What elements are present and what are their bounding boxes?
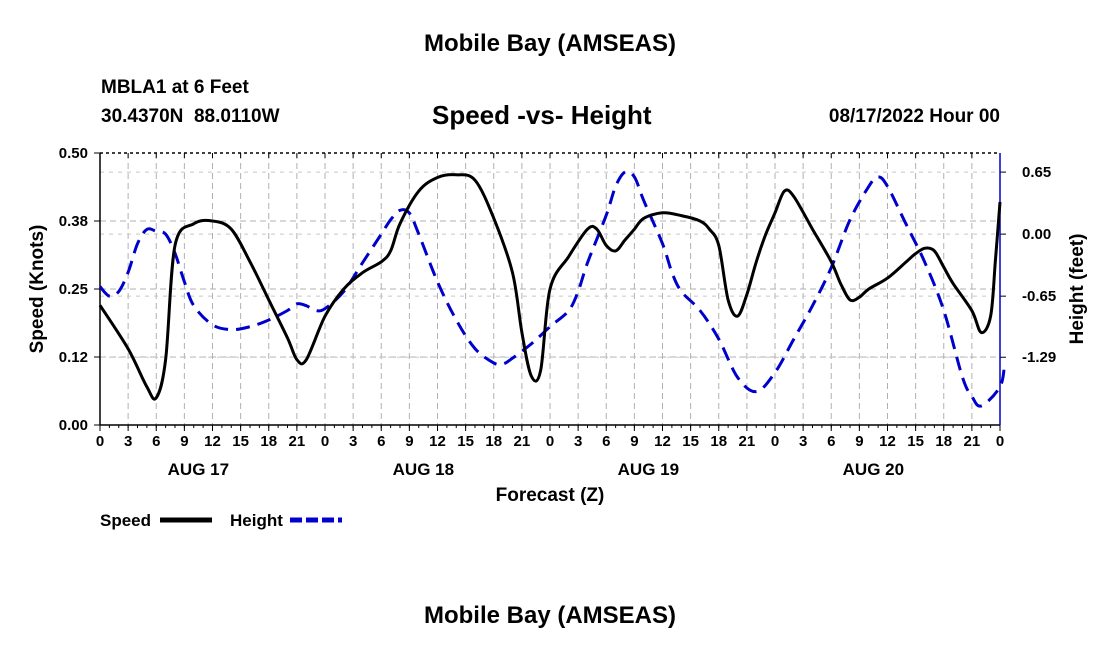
x-tick-label: 9	[855, 433, 863, 450]
station-coordinates: 30.4370N 88.0110W	[101, 106, 280, 127]
x-axis-title: Forecast (Z)	[496, 485, 605, 506]
x-tick-label: 21	[289, 433, 306, 450]
x-tick-label: 6	[377, 433, 385, 450]
x-tick-label: 3	[349, 433, 357, 450]
y-left-tick-label: 0.25	[59, 281, 88, 298]
footer-title: Mobile Bay (AMSEAS)	[423, 602, 677, 629]
x-tick-label: 9	[405, 433, 413, 450]
x-tick-label: 0	[321, 433, 329, 450]
x-tick-label: 12	[654, 433, 671, 450]
x-tick-label: 21	[739, 433, 756, 450]
grid-layer	[100, 153, 1000, 425]
legend-label-height: Height	[230, 511, 283, 530]
x-tick-label: 12	[204, 433, 221, 450]
x-tick-label: 15	[682, 433, 699, 450]
x-tick-label: 18	[485, 433, 502, 450]
x-tick-label: 12	[429, 433, 446, 450]
y-right-tick-label: 0.65	[1022, 164, 1051, 181]
x-tick-label: 3	[124, 433, 132, 450]
x-tick-label: 15	[457, 433, 474, 450]
x-tick-label: 9	[180, 433, 188, 450]
legend-label-speed: Speed	[100, 511, 151, 530]
x-tick-label: 3	[799, 433, 807, 450]
x-tick-label: 0	[771, 433, 779, 450]
day-label: AUG 17	[168, 460, 229, 479]
series-layer	[98, 170, 1007, 408]
x-tick-label: 0	[546, 433, 554, 450]
y-right-tick-label: 0.00	[1022, 226, 1051, 243]
speed-height-chart: 0 3 6 9 12 15 18 21 0 3 6 9 12 15 18 21 0 3 6 9 12 15 18 21 0 3 6 9…	[27, 145, 1088, 530]
x-tick-label: 0	[996, 433, 1004, 450]
y-left-axis-title: Speed (Knots)	[27, 225, 48, 354]
y-left-tick-label: 0.00	[59, 417, 88, 434]
x-tick-label: 3	[574, 433, 582, 450]
x-tick-label: 6	[602, 433, 610, 450]
y-right-tick-label: -1.29	[1022, 349, 1056, 366]
x-tick-label: 15	[232, 433, 249, 450]
x-tick-label: 21	[514, 433, 531, 450]
y-right-axis-title: Height (feet)	[1067, 234, 1088, 345]
x-tick-label: 15	[907, 433, 924, 450]
x-tick-label: 6	[827, 433, 835, 450]
day-label: AUG 18	[393, 460, 454, 479]
y-left-tick-label: 0.50	[59, 145, 88, 162]
y-left-tick-label: 0.38	[59, 213, 88, 230]
forecast-datetime: 08/17/2022 Hour 00	[828, 106, 1000, 127]
label-layer: 0 3 6 9 12 15 18 21 0 3 6 9 12 15 18 21 0 3 6 9 12 15 18 21 0 3 6 9…	[27, 145, 1088, 506]
x-tick-label: 18	[710, 433, 727, 450]
x-tick-label: 12	[879, 433, 896, 450]
y-left-tick-label: 0.12	[59, 349, 88, 366]
series-line-speed	[98, 173, 1002, 401]
page-title: Mobile Bay (AMSEAS)	[423, 30, 677, 57]
x-tick-label: 18	[935, 433, 952, 450]
x-tick-label: 18	[260, 433, 277, 450]
x-tick-label: 21	[964, 433, 981, 450]
x-tick-label: 0	[96, 433, 104, 450]
chart-title: Speed -vs- Height	[432, 100, 652, 130]
series-line-height	[98, 170, 1007, 408]
station-label: MBLA1 at 6 Feet	[101, 77, 249, 98]
x-tick-label: 6	[152, 433, 160, 450]
axis-layer	[94, 152, 1006, 431]
x-tick-label: 9	[630, 433, 638, 450]
day-label: AUG 19	[618, 460, 679, 479]
y-right-tick-label: -0.65	[1022, 288, 1056, 305]
legend-layer: Speed Height	[100, 511, 342, 530]
day-label: AUG 20	[843, 460, 904, 479]
